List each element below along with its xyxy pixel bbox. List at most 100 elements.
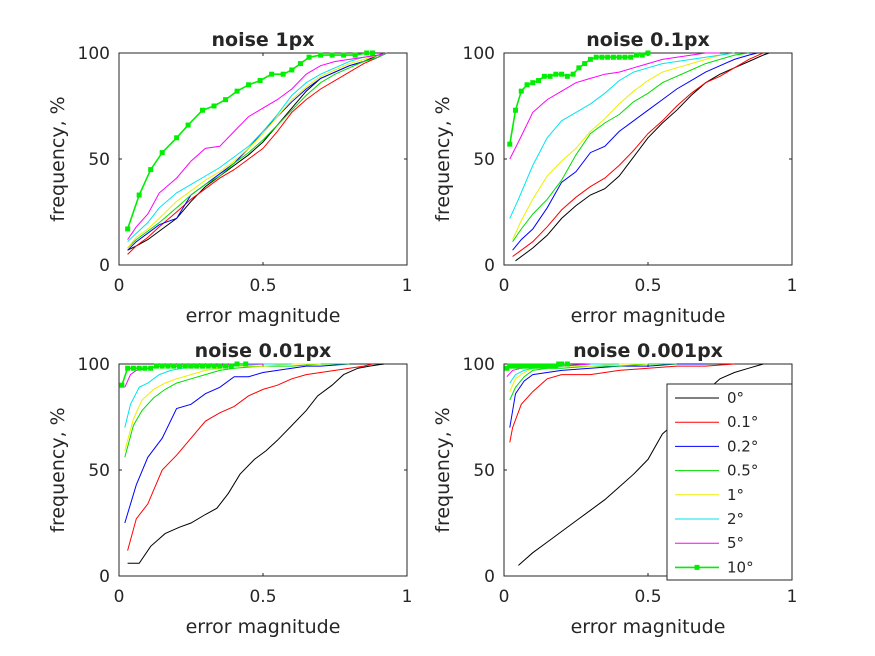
y-tick-label: 100 (463, 355, 495, 375)
x-tick-label: 0 (114, 276, 125, 296)
series-line-5 (124, 363, 321, 452)
data-point-marker (605, 54, 611, 60)
data-point-marker (639, 52, 645, 58)
series-line-1 (518, 363, 764, 566)
data-point-marker (507, 141, 513, 147)
data-point-marker (153, 363, 159, 369)
x-tick-label: 0.5 (249, 276, 276, 296)
data-point-marker (628, 54, 634, 60)
data-point-marker (205, 363, 211, 369)
legend-entry-label: 0.1° (727, 413, 758, 431)
data-point-marker (119, 382, 125, 388)
data-point-marker (524, 363, 530, 369)
series-line-3 (512, 52, 758, 251)
data-point-marker (547, 73, 553, 79)
data-point-marker (234, 361, 240, 367)
data-point-marker (174, 135, 180, 141)
data-point-marker (194, 363, 200, 369)
data-point-marker (576, 65, 582, 71)
data-point-marker (564, 73, 570, 79)
data-point-marker (159, 363, 165, 369)
x-tick-label: 0.5 (249, 587, 276, 607)
data-point-marker (518, 363, 524, 369)
data-point-marker (211, 363, 217, 369)
chart-panel-4: 0 0.5 1 0 50 100 noise 0.001px error magnitude f… (432, 340, 797, 638)
y-tick-label: 100 (78, 355, 110, 375)
y-tick-label: 50 (473, 150, 495, 170)
y-tick-label: 50 (88, 150, 110, 170)
series-line-6 (127, 52, 387, 243)
axes-box (118, 363, 408, 577)
data-point-marker (165, 363, 171, 369)
data-point-marker (228, 363, 234, 369)
data-point-marker (533, 363, 539, 369)
data-point-marker (599, 54, 605, 60)
series-line-2 (127, 363, 373, 551)
data-point-marker (246, 82, 252, 88)
data-point-marker (352, 52, 358, 58)
legend-marker (694, 564, 700, 570)
series-line-2 (509, 363, 735, 443)
chart-title: noise 1px (212, 29, 315, 51)
series-line-5 (512, 52, 735, 240)
legend-box (666, 383, 793, 581)
data-point-marker (553, 363, 559, 369)
data-point-marker (593, 54, 599, 60)
data-point-marker (524, 82, 530, 88)
data-point-marker (142, 365, 148, 371)
data-point-marker (559, 71, 565, 77)
data-point-marker (515, 363, 521, 369)
series-line-1 (127, 363, 385, 564)
y-axis-label: frequency, % (47, 407, 69, 532)
series-line-3 (127, 52, 388, 251)
data-point-marker (171, 363, 177, 369)
x-axis-label: error magnitude (186, 305, 341, 327)
data-point-marker (521, 363, 527, 369)
data-point-marker (510, 363, 516, 369)
x-tick-label: 1 (787, 276, 798, 296)
data-point-marker (538, 363, 544, 369)
data-point-marker (616, 54, 622, 60)
data-point-marker (269, 71, 275, 77)
data-point-marker (223, 97, 229, 103)
y-tick-label: 0 (484, 256, 495, 276)
x-tick-label: 0 (499, 587, 510, 607)
chart-title: noise 0.1px (586, 29, 709, 51)
data-point-marker (536, 78, 542, 84)
data-point-marker (176, 363, 182, 369)
data-point-marker (564, 361, 570, 367)
chart-panel-3: 0 0.5 1 0 50 100 noise 0.01px error magnitude fr… (47, 340, 412, 638)
data-point-marker (329, 52, 335, 58)
data-point-marker (243, 361, 249, 367)
x-axis-label: error magnitude (571, 305, 726, 327)
data-point-marker (234, 88, 240, 94)
data-point-marker (507, 363, 513, 369)
data-point-marker (553, 71, 559, 77)
series-line-4 (124, 363, 350, 458)
data-point-marker (587, 56, 593, 62)
y-axis-label: frequency, % (432, 96, 454, 221)
x-tick-label: 0 (499, 276, 510, 296)
legend-entry-label: 10° (727, 558, 754, 576)
series-line-7 (509, 52, 720, 160)
series-line-3 (509, 363, 706, 428)
data-point-marker (369, 50, 375, 56)
x-tick-label: 1 (402, 276, 413, 296)
y-tick-label: 100 (463, 44, 495, 64)
series-line-4 (512, 52, 749, 242)
data-point-marker (610, 54, 616, 60)
data-point-marker (297, 61, 303, 67)
data-point-marker (527, 363, 533, 369)
data-point-marker (556, 361, 562, 367)
data-point-marker (223, 363, 229, 369)
data-point-marker (148, 365, 154, 371)
data-point-marker (513, 107, 519, 113)
chart-title: noise 0.01px (195, 340, 332, 362)
data-point-marker (318, 52, 324, 58)
x-tick-label: 0.5 (634, 276, 661, 296)
data-point-marker (582, 61, 588, 67)
x-axis-label: error magnitude (186, 616, 341, 638)
legend-entry-label: 2° (727, 510, 744, 528)
legend-entry-label: 0.5° (727, 462, 758, 480)
series-line-4 (127, 52, 388, 249)
